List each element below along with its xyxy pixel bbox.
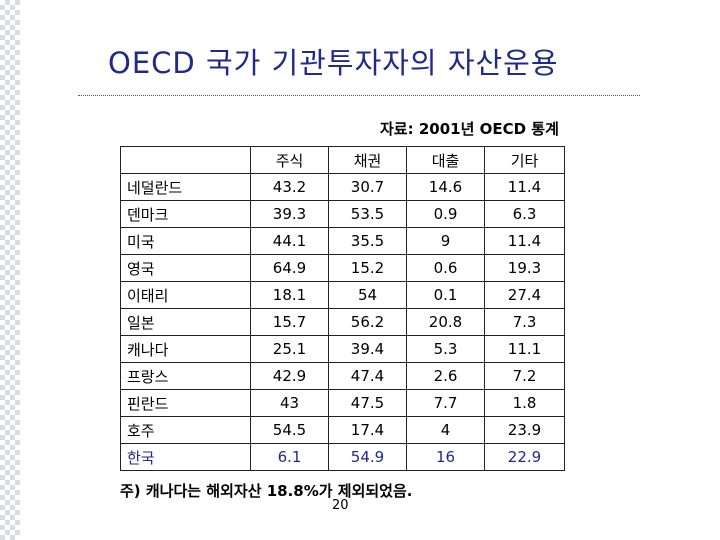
page-number: 20 (332, 498, 349, 513)
country-label: 이태리 (120, 281, 251, 309)
table-cell: 18.1 (250, 281, 329, 309)
footnote: 주) 캐나다는 해외자산 18.8%가 제외되었음. (120, 482, 413, 500)
table-cell: 9 (406, 227, 485, 255)
table-cell: 25.1 (250, 335, 329, 363)
table-cell: 15.2 (328, 254, 407, 282)
table-cell: 30.7 (328, 173, 407, 201)
slide-title: OECD 국가 기관투자자의 자산운용 (108, 46, 559, 80)
table-cell: 23.9 (484, 416, 565, 444)
table-cell: 15.7 (250, 308, 329, 336)
table-cell: 11.1 (484, 335, 565, 363)
table-cell: 47.5 (328, 389, 407, 417)
column-header: 주식 (250, 146, 329, 174)
table-row: 캐나다 25.1 39.4 5.3 11.1 (120, 335, 565, 363)
title-divider (78, 95, 640, 96)
country-label: 캐나다 (120, 335, 251, 363)
column-header: 채권 (328, 146, 407, 174)
country-label: 네덜란드 (120, 173, 251, 201)
asset-allocation-table: 주식 채권 대출 기타 네덜란드 43.2 30.7 14.6 11.4 덴마크 39.3 5… (120, 146, 565, 471)
table-cell: 39.3 (250, 200, 329, 228)
table-row: 호주 54.5 17.4 4 23.9 (120, 416, 565, 444)
table-cell: 20.8 (406, 308, 485, 336)
country-label: 미국 (120, 227, 251, 255)
table-row: 핀란드 43 47.5 7.7 1.8 (120, 389, 565, 417)
table-cell: 54.5 (250, 416, 329, 444)
country-label: 영국 (120, 254, 251, 282)
country-label: 일본 (120, 308, 251, 336)
table-cell: 4 (406, 416, 485, 444)
table-cell: 17.4 (328, 416, 407, 444)
decorative-pattern-strip (0, 0, 20, 540)
country-label: 핀란드 (120, 389, 251, 417)
table-row: 덴마크 39.3 53.5 0.9 6.3 (120, 200, 565, 228)
table-cell: 14.6 (406, 173, 485, 201)
country-label: 덴마크 (120, 200, 251, 228)
country-label: 호주 (120, 416, 251, 444)
country-label: 한국 (120, 443, 251, 471)
table-row: 한국 6.1 54.9 16 22.9 (120, 443, 565, 471)
table-row: 영국 64.9 15.2 0.6 19.3 (120, 254, 565, 282)
table-row: 프랑스 42.9 47.4 2.6 7.2 (120, 362, 565, 390)
table-cell: 64.9 (250, 254, 329, 282)
table-cell: 42.9 (250, 362, 329, 390)
table-cell: 7.2 (484, 362, 565, 390)
table-cell: 54.9 (328, 443, 407, 471)
table-cell: 22.9 (484, 443, 565, 471)
table-cell: 11.4 (484, 173, 565, 201)
table-cell: 44.1 (250, 227, 329, 255)
table-cell: 1.8 (484, 389, 565, 417)
table-corner-cell (120, 146, 251, 174)
source-note: 자료: 2001년 OECD 통계 (380, 120, 559, 138)
table-cell: 47.4 (328, 362, 407, 390)
column-header: 대출 (406, 146, 485, 174)
table-cell: 16 (406, 443, 485, 471)
table-cell: 43.2 (250, 173, 329, 201)
table-cell: 0.6 (406, 254, 485, 282)
table-cell: 39.4 (328, 335, 407, 363)
table-cell: 43 (250, 389, 329, 417)
table-header-row: 주식 채권 대출 기타 (120, 146, 565, 174)
table-cell: 54 (328, 281, 407, 309)
table-cell: 35.5 (328, 227, 407, 255)
table-cell: 27.4 (484, 281, 565, 309)
table-cell: 7.7 (406, 389, 485, 417)
table-cell: 6.1 (250, 443, 329, 471)
table-cell: 0.9 (406, 200, 485, 228)
table-body: 네덜란드 43.2 30.7 14.6 11.4 덴마크 39.3 53.5 0.9 6.3 미국 4… (120, 173, 565, 471)
table-row: 네덜란드 43.2 30.7 14.6 11.4 (120, 173, 565, 201)
table-cell: 7.3 (484, 308, 565, 336)
table-cell: 53.5 (328, 200, 407, 228)
table-cell: 56.2 (328, 308, 407, 336)
table-cell: 11.4 (484, 227, 565, 255)
column-header: 기타 (484, 146, 565, 174)
table-cell: 19.3 (484, 254, 565, 282)
table-cell: 0.1 (406, 281, 485, 309)
table-row: 일본 15.7 56.2 20.8 7.3 (120, 308, 565, 336)
table-cell: 6.3 (484, 200, 565, 228)
table-row: 이태리 18.1 54 0.1 27.4 (120, 281, 565, 309)
table-cell: 5.3 (406, 335, 485, 363)
country-label: 프랑스 (120, 362, 251, 390)
table-row: 미국 44.1 35.5 9 11.4 (120, 227, 565, 255)
table-cell: 2.6 (406, 362, 485, 390)
